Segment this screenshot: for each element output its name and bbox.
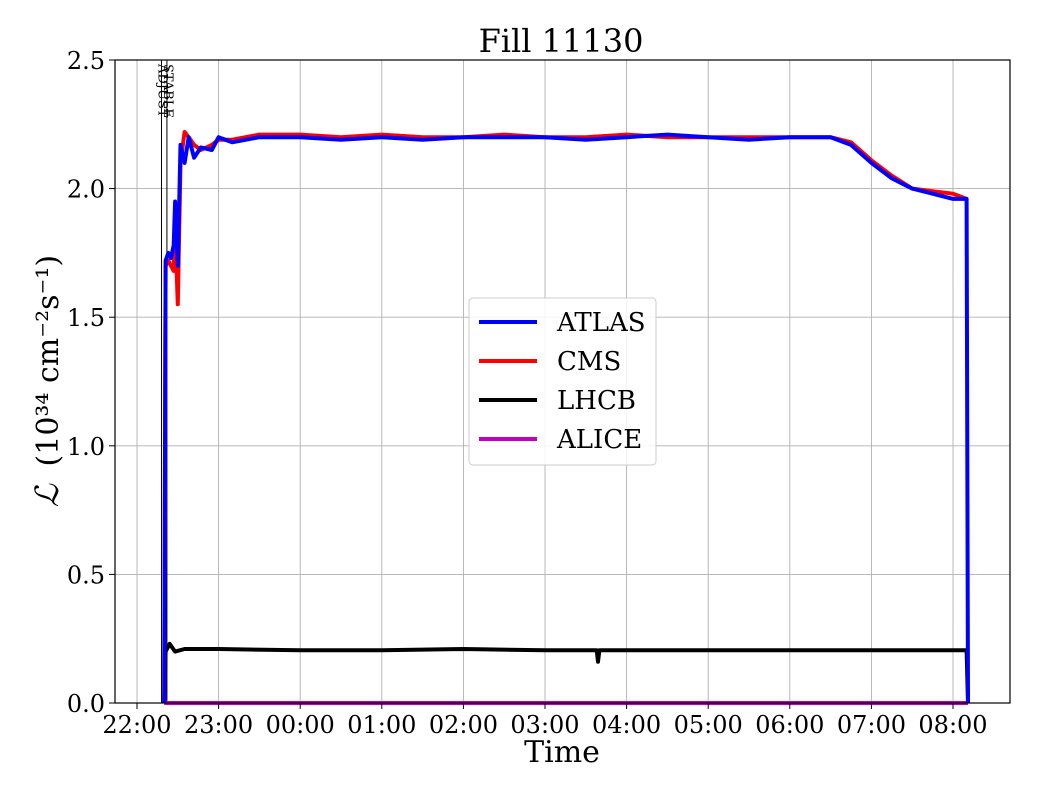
legend-label: CMS	[557, 347, 621, 377]
x-tick-label: 05:00	[674, 711, 743, 739]
x-tick-label: 23:00	[184, 711, 253, 739]
marker-label: STABLE	[160, 64, 175, 118]
marker-label: ADJUST	[154, 63, 169, 118]
legend-label: LHCB	[557, 386, 636, 416]
legend-box	[468, 297, 657, 466]
x-tick-label: 02:00	[429, 711, 498, 739]
x-tick-label: 07:00	[837, 711, 906, 739]
x-tick-label: 03:00	[510, 711, 579, 739]
plot-frame	[114, 59, 1011, 704]
y-axis-unit: (10³⁴ cm⁻²s⁻¹)	[31, 255, 66, 467]
x-axis-label: Time	[524, 735, 600, 770]
series-line-cms	[162, 130, 968, 704]
y-tick-label: 1.0	[67, 433, 105, 461]
x-tick-label: 06:00	[755, 711, 824, 739]
x-tick-label: 08:00	[918, 711, 987, 739]
legend-label: ALICE	[556, 425, 642, 455]
y-axis-symbol: ℒ	[28, 483, 66, 507]
y-tick-label: 2.5	[67, 47, 105, 75]
y-tick-label: 2.0	[67, 176, 105, 204]
x-tick-label: 22:00	[102, 711, 171, 739]
y-axis-label: ℒ (10³⁴ cm⁻²s⁻¹)	[28, 255, 66, 507]
x-tick-label: 04:00	[592, 711, 661, 739]
x-tick-label: 01:00	[347, 711, 416, 739]
y-tick-label: 1.5	[67, 304, 105, 332]
svg-text:ℒ (10³⁴ cm⁻²s⁻¹): ℒ (10³⁴ cm⁻²s⁻¹)	[28, 255, 66, 507]
y-tick-label: 0.5	[67, 561, 105, 589]
y-axis-ticks: 0.0 0.5 1.0 1.5 2.0 2.5	[67, 47, 115, 718]
y-tick-label: 0.0	[67, 690, 105, 718]
series-line-lhcb	[162, 641, 970, 704]
legend-label: ATLAS	[556, 308, 646, 338]
x-tick-label: 00:00	[266, 711, 335, 739]
x-axis-ticks: 22:00 23:00 00:00 01:00 02:00 03:00 04:00 05:00…	[102, 703, 988, 739]
chart-title: Fill 11130	[479, 22, 644, 60]
series-line-atlas	[162, 132, 970, 704]
legend: ATLAS CMS LHCB ALICE	[468, 297, 657, 466]
